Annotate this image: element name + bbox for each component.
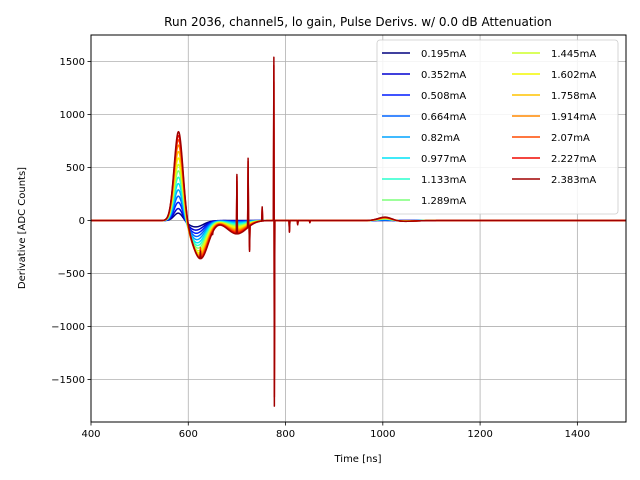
y-tick-label: 500 xyxy=(66,163,85,174)
series-line-2.383mA xyxy=(90,56,627,407)
x-tick-label: 600 xyxy=(179,429,198,440)
legend-label: 0.195mA xyxy=(421,49,466,60)
y-tick-label: 0 xyxy=(79,216,85,227)
x-tick-label: 400 xyxy=(81,429,100,440)
legend-label: 2.227mA xyxy=(551,154,596,165)
x-tick-label: 1400 xyxy=(565,429,590,440)
y-tick-label: 1500 xyxy=(60,57,85,68)
x-axis-label: Time [ns] xyxy=(333,454,381,465)
legend-label: 1.445mA xyxy=(551,49,596,60)
y-tick-label: −500 xyxy=(58,269,85,280)
y-tick-label: −1000 xyxy=(51,322,85,333)
legend: 0.195mA 0.352mA 0.508mA 0.664mA 0.82mA 0.977m… xyxy=(376,39,619,215)
legend-label: 0.977mA xyxy=(421,154,466,165)
legend-label: 0.508mA xyxy=(421,91,466,102)
chart-title: Run 2036, channel5, lo gain, Pulse Deriv… xyxy=(164,15,552,29)
series-lines xyxy=(90,56,627,407)
legend-label: 0.352mA xyxy=(421,70,466,81)
legend-label: 0.664mA xyxy=(421,112,466,123)
legend-label: 2.07mA xyxy=(551,133,590,144)
ticks: 400 600 800 1000 1200 1400 −1500 −1000 −500 0 500 1… xyxy=(51,57,590,440)
legend-label: 1.289mA xyxy=(421,196,466,207)
legend-label: 1.602mA xyxy=(551,70,596,81)
y-tick-label: −1500 xyxy=(51,375,85,386)
legend-label: 0.82mA xyxy=(421,133,460,144)
legend-label: 2.383mA xyxy=(551,175,596,186)
legend-label: 1.914mA xyxy=(551,112,596,123)
x-tick-label: 1000 xyxy=(370,429,395,440)
x-tick-label: 800 xyxy=(276,429,295,440)
legend-box xyxy=(376,39,619,215)
legend-label: 1.133mA xyxy=(421,175,466,186)
plot-frame xyxy=(90,34,627,423)
legend-label: 1.758mA xyxy=(551,91,596,102)
x-tick-label: 1200 xyxy=(467,429,492,440)
y-axis-label: Derivative [ADC Counts] xyxy=(17,167,28,289)
y-tick-label: 1000 xyxy=(60,110,85,121)
